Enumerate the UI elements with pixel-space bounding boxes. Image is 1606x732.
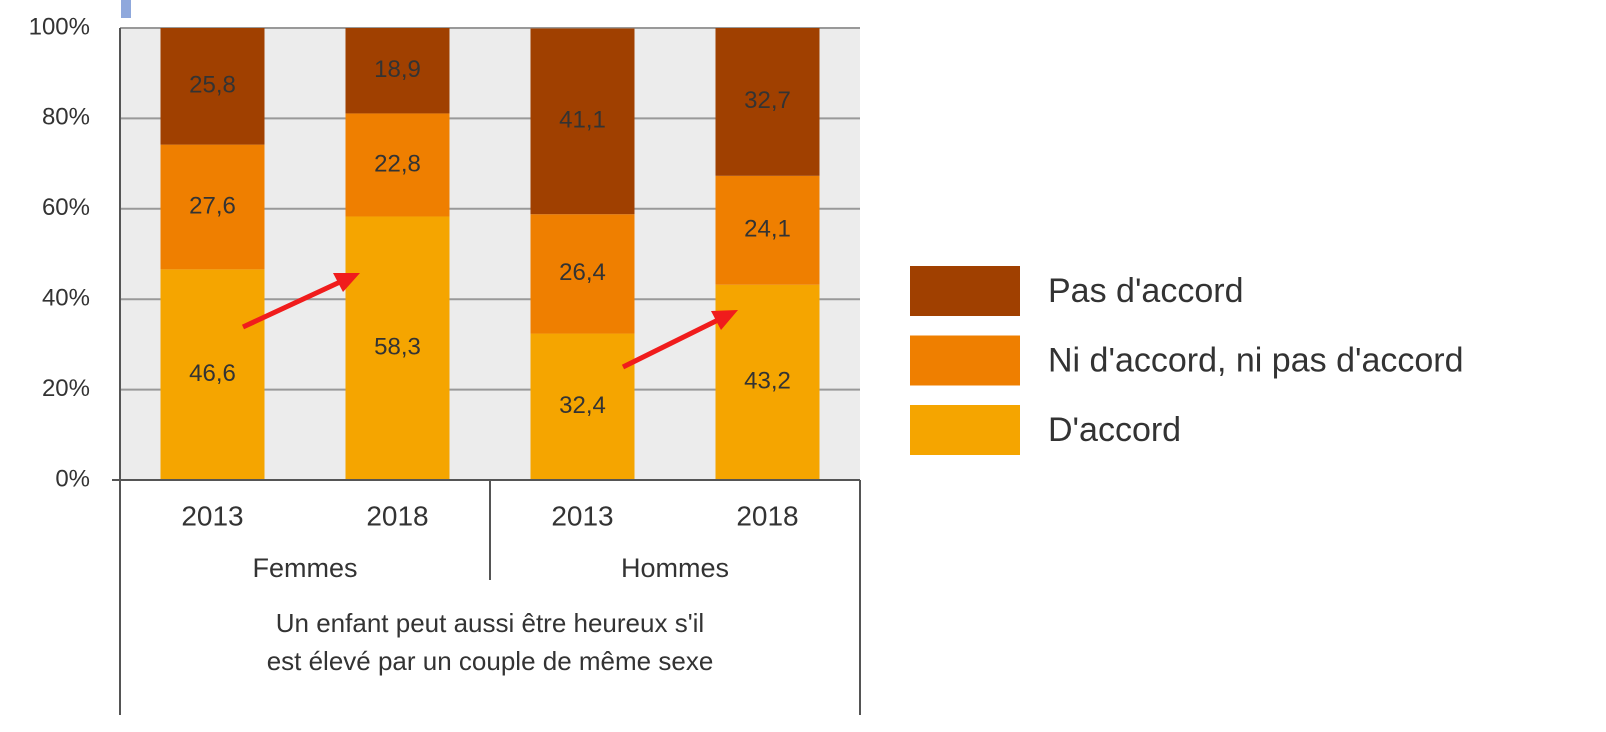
value-label: 41,1 <box>559 107 606 134</box>
legend-label: Ni d'accord, ni pas d'accord <box>1048 341 1464 379</box>
bars: 46,6 27,6 25,8 58,3 22,8 18,9 32,4 26,4 41,1 43,2… <box>160 28 820 480</box>
bar-segment <box>715 28 820 176</box>
value-label: 22,8 <box>374 150 421 177</box>
bar-segment <box>530 333 635 480</box>
bar-segment <box>715 175 820 285</box>
x-tick-label: 2018 <box>736 500 798 531</box>
group-label: Femmes <box>252 553 357 583</box>
value-label: 58,3 <box>374 334 421 361</box>
bar-segment <box>345 28 450 114</box>
value-label: 18,9 <box>374 56 421 83</box>
arrow-head <box>711 310 738 330</box>
bar-segment <box>160 144 265 270</box>
x-tick-label: 2018 <box>366 500 428 531</box>
y-tick-label: 0% <box>55 465 90 492</box>
value-label: 32,7 <box>744 87 791 114</box>
x-tick-label: 2013 <box>181 500 243 531</box>
x-axis-label: Un enfant peut aussi être heureux s'il <box>276 608 704 638</box>
bar-segment <box>160 28 265 145</box>
legend-label: Pas d'accord <box>1048 272 1243 310</box>
group-label: Hommes <box>621 553 729 583</box>
value-label: 26,4 <box>559 259 606 286</box>
x-axis-label: est élevé par un couple de même sexe <box>267 646 714 676</box>
x-tick-label: 2013 <box>551 500 613 531</box>
value-label: 25,8 <box>189 72 236 99</box>
arrow-head <box>333 273 360 292</box>
bar-segment <box>530 214 635 334</box>
y-tick-label: 60% <box>42 194 90 221</box>
bar-segment <box>530 28 635 215</box>
value-label: 24,1 <box>744 216 791 243</box>
value-label: 27,6 <box>189 192 236 219</box>
y-tick-label: 100% <box>29 13 90 40</box>
y-tick-label: 20% <box>42 375 90 402</box>
legend-swatch <box>910 335 1020 386</box>
legend: D'accord Ni d'accord, ni pas d'accord Pas … <box>910 266 1464 455</box>
value-label: 43,2 <box>744 368 791 395</box>
arrow <box>241 279 342 330</box>
bar-segment <box>715 284 820 480</box>
bar-segment <box>345 113 450 217</box>
annotation-arrows <box>241 273 738 370</box>
legend-label: D'accord <box>1048 411 1181 449</box>
arrow <box>621 317 720 370</box>
bar-segment <box>345 216 450 480</box>
y-tick-label: 80% <box>42 104 90 131</box>
frame <box>112 28 861 715</box>
legend-swatch <box>910 405 1020 455</box>
y-tick-label: 40% <box>42 285 90 312</box>
value-label: 46,6 <box>189 360 236 387</box>
legend-swatch <box>910 266 1020 316</box>
bar-segment <box>160 269 265 480</box>
decoration <box>121 0 131 18</box>
value-label: 32,4 <box>559 392 606 419</box>
